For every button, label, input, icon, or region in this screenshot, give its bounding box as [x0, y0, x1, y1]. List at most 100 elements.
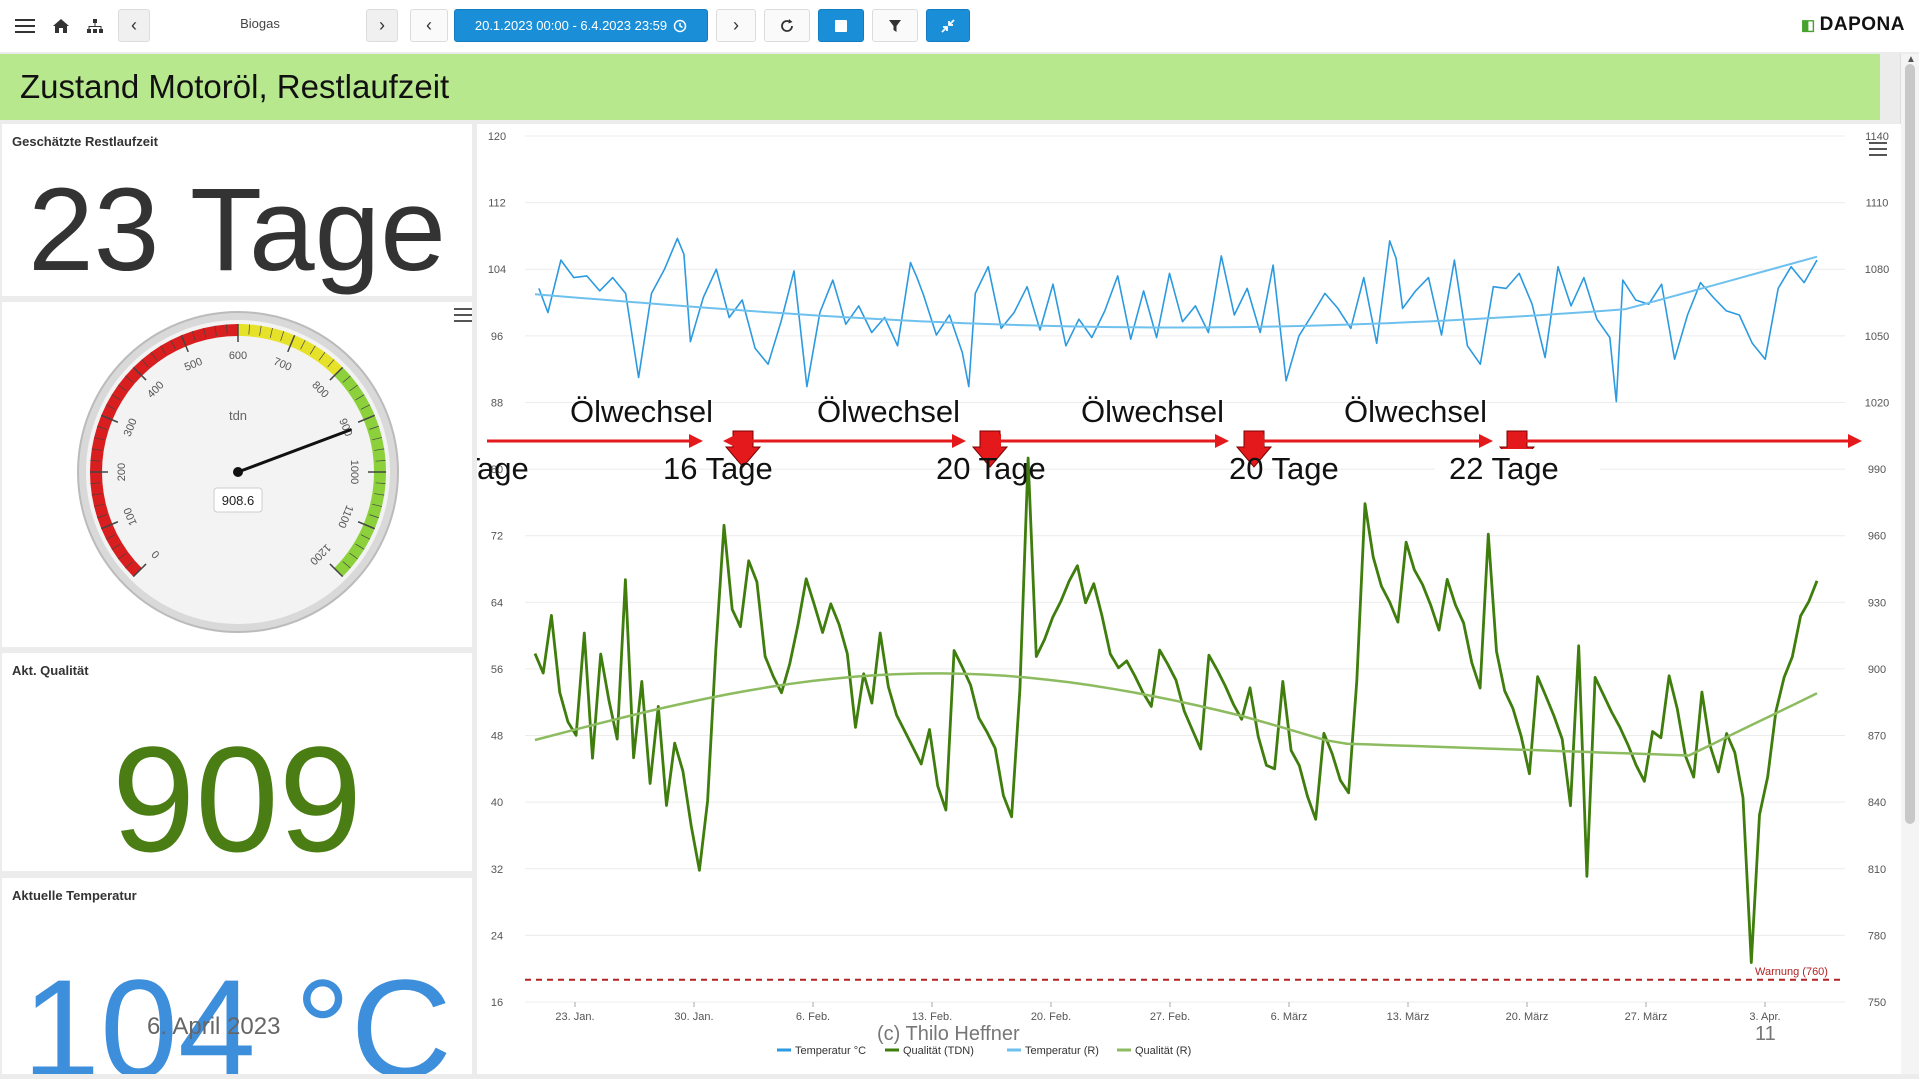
interval-label: 20 Tage [1229, 451, 1339, 486]
series-line [538, 237, 1818, 403]
gauge-tick [309, 345, 316, 355]
gauge-tick [118, 552, 127, 560]
gauge-tick [355, 394, 365, 401]
chevron-right-icon: › [733, 15, 739, 35]
gauge-tick [369, 425, 379, 430]
interval-label-bg [1435, 449, 1600, 489]
tree-button[interactable] [80, 9, 110, 42]
gauge-tick [150, 352, 158, 361]
warning-label: Warnung (760) [1755, 966, 1828, 978]
y-right-tick-label: 1080 [1865, 264, 1889, 276]
y-left-tick-label: 88 [491, 397, 503, 409]
gauge-tick [342, 375, 351, 383]
gauge-tick [94, 437, 104, 441]
y-right-tick-label: 840 [1868, 797, 1886, 809]
y-right-tick-label: 810 [1868, 864, 1886, 876]
brand-logo: ◧ DAPONA [1801, 14, 1905, 36]
gauge-tick [349, 384, 358, 392]
y-right-tick-label: 930 [1868, 597, 1886, 609]
arrow-head-left [987, 434, 1001, 448]
gauge-panel: 0 100 200 300 400 500 600 700 800 900 1000 1100 1200… [2, 302, 472, 647]
gauge-band [334, 367, 386, 577]
gauge-tick [191, 331, 196, 341]
gauge-tick-label: 200 [116, 463, 128, 481]
stop-icon [835, 19, 847, 32]
gauge-needle [236, 428, 352, 474]
gauge-tick [141, 359, 149, 368]
temperature-trend [534, 255, 1818, 329]
menu-button[interactable] [10, 9, 40, 42]
collapse-button[interactable] [926, 9, 970, 42]
scroll-thumb[interactable] [1905, 64, 1915, 824]
brand-mark-icon: ◧ [1800, 17, 1816, 34]
y-right-tick-label: 1020 [1865, 397, 1889, 409]
gauge-band [90, 324, 238, 577]
qualitaet-value: 909 [111, 715, 363, 883]
gauge-tick [132, 366, 147, 381]
chart-menu-icon[interactable] [1869, 142, 1887, 156]
arrow-head-left [1512, 434, 1526, 448]
gauge-tick [90, 460, 101, 462]
title-banner: Zustand Motoröl, Restlaufzeit [0, 54, 1880, 120]
legend-item: Temperatur °C [795, 1045, 866, 1057]
stop-button[interactable] [818, 9, 864, 42]
gauge-tick [91, 493, 102, 496]
gauge-menu-icon[interactable] [454, 308, 472, 322]
y-left-tick-label: 16 [491, 997, 503, 1009]
page-scrollbar[interactable]: ▲ [1900, 54, 1919, 1074]
x-tick-label: 20. März [1506, 1011, 1549, 1023]
scroll-up-icon[interactable]: ▲ [1906, 54, 1916, 65]
y-right-tick-label: 1050 [1865, 331, 1889, 343]
restlaufzeit-panel: Geschätzte Restlaufzeit 23 Tage [2, 124, 472, 296]
gauge-tick [329, 366, 344, 381]
gauge-band [238, 324, 343, 376]
gauge-value-box [213, 487, 263, 513]
gauge-tick [160, 345, 167, 355]
gauge-tick [203, 328, 207, 338]
period-forward-button[interactable]: › [716, 9, 756, 42]
y-left-tick-label: 40 [491, 797, 503, 809]
gauge-tick [94, 503, 104, 507]
breadcrumb-forward-button[interactable]: › [366, 9, 398, 42]
gauge-tick [180, 334, 189, 353]
gauge-tick [125, 375, 134, 383]
gauge-tick [97, 425, 107, 430]
gauge-tick [214, 325, 217, 336]
gauge-tick-label: 1000 [348, 460, 360, 484]
gauge-unit: tdn [229, 408, 247, 423]
gauge-tick [355, 543, 365, 550]
date-range-picker[interactable]: 20.1.2023 00:00 - 6.4.2023 23:59 [454, 9, 708, 42]
clock-icon [673, 19, 687, 32]
page-number: 11 [1755, 1023, 1776, 1045]
y-right-tick-label: 780 [1868, 930, 1886, 942]
qualitaet-panel: Akt. Qualität 909 [2, 653, 472, 883]
gauge-tick [357, 521, 376, 530]
arrow-head-right [689, 434, 703, 448]
home-icon [53, 18, 69, 33]
x-tick-label: 3. Apr. [1749, 1011, 1780, 1023]
arrow-head-left [723, 434, 737, 448]
breadcrumb[interactable]: Biogas [240, 16, 280, 31]
home-button[interactable] [46, 9, 76, 42]
gauge-tick [100, 521, 119, 530]
filter-button[interactable] [872, 9, 918, 42]
arrow-head-right [1479, 434, 1493, 448]
oil-change-label: Ölwechsel [817, 394, 960, 429]
refresh-button[interactable] [764, 9, 810, 42]
breadcrumb-back-button[interactable]: ‹ [118, 9, 150, 42]
gauge-hub [233, 467, 243, 477]
temperatur-panel: Aktuelle Temperatur 104 °C 6. April 2023 [2, 878, 472, 1074]
gauge-tick [105, 404, 116, 410]
period-back-button[interactable]: ‹ [410, 9, 448, 42]
gauge-value: 908.6 [222, 493, 255, 508]
qualitaet-label: Akt. Qualität [12, 663, 89, 678]
temperatur-value: 104 °C [22, 950, 452, 1074]
temperatur-label: Aktuelle Temperatur [12, 888, 137, 903]
interval-label: 22 Tage [1449, 451, 1559, 486]
interval-label: 20 Tage [936, 451, 1046, 486]
y-left-tick-label: 80 [491, 464, 503, 476]
gauge-tick [374, 493, 385, 496]
y-left-tick-label: 96 [491, 331, 503, 343]
oil-change-label: Ölwechsel [570, 394, 713, 429]
